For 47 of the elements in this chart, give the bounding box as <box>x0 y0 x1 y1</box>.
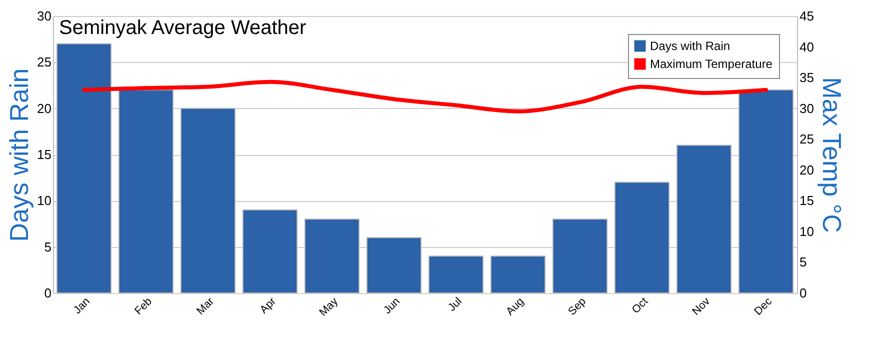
line-series <box>82 80 768 114</box>
x-tick-label: Apr <box>258 295 279 316</box>
chart-title: Seminyak Average Weather <box>59 17 307 39</box>
x-tick-label: Feb <box>132 296 154 318</box>
y2-tick-label: 10 <box>800 224 814 239</box>
y-tick-label: 5 <box>44 239 52 254</box>
x-tick-label: Dec <box>752 295 775 318</box>
y2-tick-label: 25 <box>800 132 814 147</box>
y2-tick-label: 30 <box>800 100 814 116</box>
y-tick-label: 10 <box>37 193 52 208</box>
y-tick-label: 30 <box>37 8 52 24</box>
legend-label: Days with Rain <box>650 39 730 53</box>
x-tick-label: Oct <box>630 296 650 316</box>
y2-tick-label: 5 <box>800 254 807 270</box>
y-axis-title: Days with Rain <box>4 68 34 242</box>
bar <box>304 218 360 294</box>
y-tick-label: 25 <box>37 54 52 70</box>
x-tick-label: May <box>317 295 341 319</box>
y2-tick-label: 0 <box>800 286 807 300</box>
y2-tick-label: 20 <box>800 162 814 178</box>
bar <box>56 43 112 294</box>
x-tick-label: Jun <box>381 296 402 317</box>
bar <box>180 108 236 294</box>
y2-tick-label: 40 <box>800 39 814 54</box>
bar <box>676 144 732 294</box>
y-tick-label: 15 <box>37 147 52 162</box>
legend-label: Maximum Temperature <box>650 57 773 71</box>
bar <box>490 256 546 294</box>
bar <box>428 256 484 294</box>
x-tick-label: Nov <box>690 295 713 318</box>
y-tick-label: 20 <box>37 100 52 116</box>
bar <box>366 237 422 294</box>
bar <box>738 89 794 294</box>
bar <box>242 209 298 294</box>
y2-axis-title: Max Temp °C <box>816 77 847 233</box>
x-tick-label: Mar <box>194 295 217 318</box>
x-tick-label: Jan <box>71 296 92 317</box>
bar <box>118 89 174 294</box>
y2-tick-label: 45 <box>800 8 814 24</box>
y-tick-label: 0 <box>44 286 52 300</box>
y2-tick-label: 35 <box>800 70 814 86</box>
x-tick-label: Aug <box>504 296 526 318</box>
bar <box>552 218 608 294</box>
bar <box>614 182 670 294</box>
x-tick-label: Jul <box>446 296 464 314</box>
y2-tick-label: 15 <box>800 193 814 208</box>
x-tick-label: Sep <box>566 296 588 318</box>
